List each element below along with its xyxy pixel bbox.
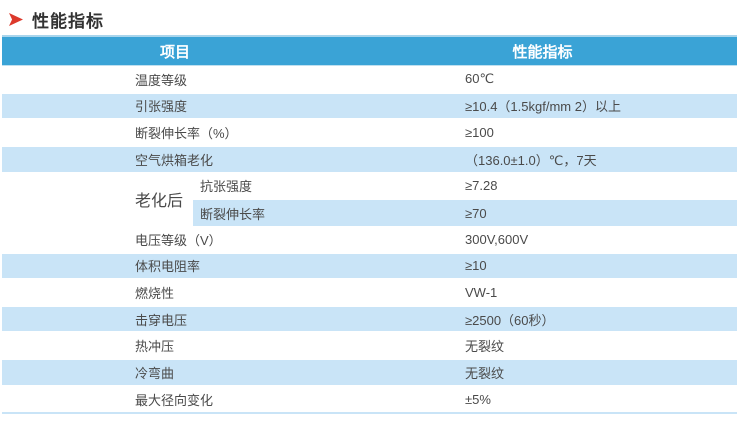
table-row: 电压等级（V） 300V,600V [2,226,737,253]
group-label: 老化后 [135,193,184,211]
row-value: ±5% [465,391,491,407]
table-row: 热冲压 无裂纹 [2,332,737,359]
row-value: 无裂纹 [465,339,505,355]
row-value: 300V,600V [465,231,529,247]
table-row: 断裂伸长率（%） ≥100 [2,119,737,146]
sub-row: 断裂伸长率 ≥70 [193,199,737,226]
section-title: 性能指标 [9,7,104,32]
row-label: 燃烧性 [135,285,175,301]
row-value: 无裂纹 [465,365,505,381]
spec-table: 项目 性能指标 温度等级 60℃ 引张强度 ≥10.4（1.5kgf/mm 2）以上断… [2,35,737,415]
row-label: 引张强度 [135,99,188,115]
row-label: 电压等级（V） [135,232,222,248]
table-body: 温度等级 60℃ 引张强度 ≥10.4（1.5kgf/mm 2）以上断裂伸长率（%） ≥… [2,66,737,415]
row-label: 断裂伸长率（%） [135,126,238,142]
arrow-icon [9,13,23,26]
row-value: VW-1 [465,284,498,300]
row-label: 温度等级 [135,72,188,88]
group-sub-rows: 抗张强度 ≥7.28 断裂伸长率 ≥70 [193,173,737,226]
sub-row-label: 断裂伸长率 [200,206,266,222]
page-title: 性能指标 [32,12,104,31]
row-label: 空气烘箱老化 [135,152,214,168]
sub-row: 抗张强度 ≥7.28 [193,173,737,200]
table-row: 击穿电压 ≥2500（60秒） [2,305,737,333]
row-value: ≥2500（60秒） [465,312,555,328]
row-label: 体积电阻率 [135,259,201,275]
row-value: 60℃ [465,71,495,87]
header-col-value: 性能指标 [512,43,573,61]
sub-row-label: 抗张强度 [200,179,253,195]
row-label: 冷弯曲 [135,365,175,381]
table-row: 最大径向变化 ±5% [2,386,737,413]
row-value: ≥100 [465,125,494,141]
table-row: 空气烘箱老化 （136.0±1.0）℃，7天 [2,145,737,173]
table-row: 温度等级 60℃ [2,66,737,93]
row-value: ≥10 [465,258,487,274]
table-row: 体积电阻率 ≥10 [2,252,737,280]
row-value: ≥10.4（1.5kgf/mm 2）以上 [465,99,621,115]
row-value: （136.0±1.0）℃，7天 [465,152,597,168]
row-label: 热冲压 [135,339,175,355]
header-col-item: 项目 [159,43,190,61]
row-label: 最大径向变化 [135,392,214,408]
row-label: 击穿电压 [135,312,188,328]
sub-row-value: ≥7.28 [465,178,498,194]
group-row: 老化后 抗张强度 ≥7.28 断裂伸长率 ≥70 [2,173,737,226]
table-row: 引张强度 ≥10.4（1.5kgf/mm 2）以上 [2,92,737,120]
table-header: 项目 性能指标 [2,35,737,66]
table-row: 冷弯曲 无裂纹 [2,359,737,386]
table-row: 燃烧性 VW-1 [2,279,737,306]
sub-row-value: ≥70 [465,205,487,221]
